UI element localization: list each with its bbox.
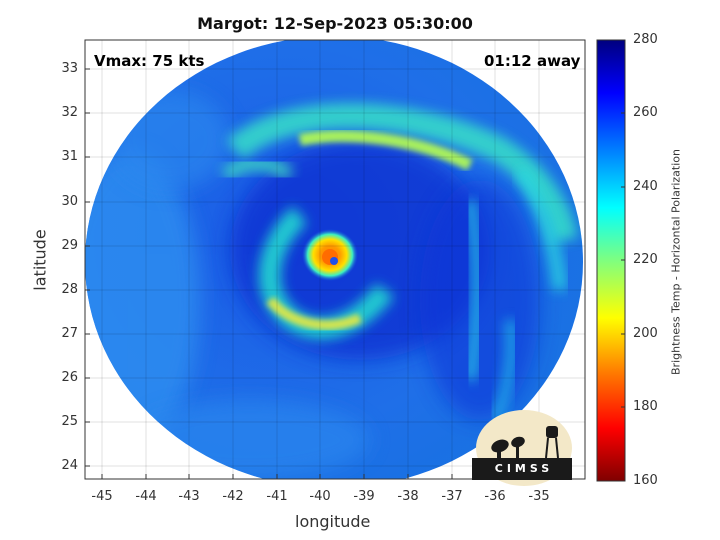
y-tick-label: 32 — [61, 105, 78, 120]
y-tick-label: 30 — [61, 194, 78, 209]
x-tick-label: -40 — [309, 489, 331, 504]
plot-title: Margot: 12-Sep-2023 05:30:00 — [197, 14, 473, 33]
colorbar-label: Brightness Temp - Horizontal Polarizatio… — [669, 149, 683, 375]
x-tick-label: -45 — [91, 489, 113, 504]
y-tick-label: 24 — [61, 458, 78, 473]
x-axis-label: longitude — [295, 512, 371, 531]
y-tick-label: 31 — [61, 149, 78, 164]
x-tick-label: -42 — [222, 489, 244, 504]
colorbar — [597, 40, 625, 481]
gridlines — [85, 40, 585, 479]
y-tick-label: 26 — [61, 370, 78, 385]
y-tick-label: 27 — [61, 326, 78, 341]
colorbar-tick-label: 260 — [633, 105, 658, 120]
y-axis-label: latitude — [30, 229, 50, 291]
x-tick-label: -41 — [266, 489, 288, 504]
cimss-logo-text: CIMSS — [494, 462, 554, 475]
colorbar-tick-label: 200 — [633, 326, 658, 341]
colorbar-tick-marks — [621, 39, 625, 482]
axes-box — [84, 39, 586, 480]
x-tick-label: -35 — [528, 489, 550, 504]
x-tick-label: -44 — [135, 489, 157, 504]
x-tick-label: -38 — [397, 489, 419, 504]
x-tick-label: -37 — [441, 489, 463, 504]
vmax-label: Vmax: 75 kts — [94, 52, 205, 70]
y-tick-label: 33 — [61, 61, 78, 76]
colorbar-tick-label: 180 — [633, 399, 658, 414]
y-tick-label: 28 — [61, 282, 78, 297]
cimss-logo — [472, 410, 572, 486]
x-tick-label: -36 — [484, 489, 506, 504]
x-tick-label: -43 — [178, 489, 200, 504]
y-tick-label: 29 — [61, 238, 78, 253]
colorbar-tick-label: 240 — [633, 179, 658, 194]
satellite-image — [85, 40, 583, 479]
time-away-label: 01:12 away — [484, 52, 581, 70]
colorbar-tick-label: 160 — [633, 473, 658, 488]
colorbar-tick-label: 280 — [633, 32, 658, 47]
colorbar-tick-label: 220 — [633, 252, 658, 267]
x-tick-label: -39 — [353, 489, 375, 504]
y-tick-label: 25 — [61, 414, 78, 429]
